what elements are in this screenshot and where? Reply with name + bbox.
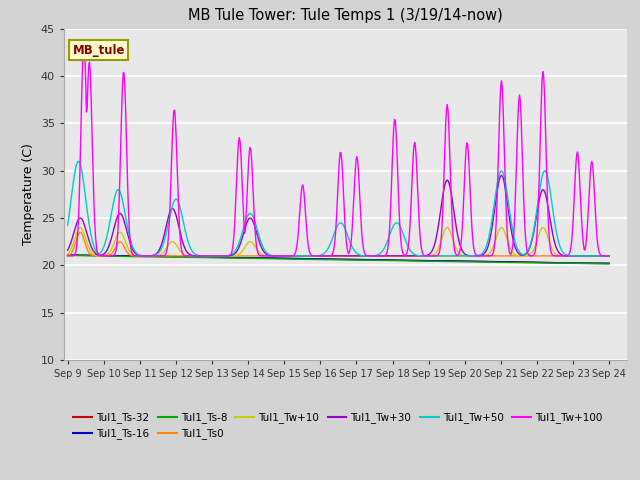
Y-axis label: Temperature (C): Temperature (C): [22, 144, 35, 245]
Text: MB_tule: MB_tule: [72, 44, 125, 57]
Legend: Tul1_Ts-32, Tul1_Ts-16, Tul1_Ts-8, Tul1_Ts0, Tul1_Tw+10, Tul1_Tw+30, Tul1_Tw+50,: Tul1_Ts-32, Tul1_Ts-16, Tul1_Ts-8, Tul1_…: [69, 408, 606, 444]
Title: MB Tule Tower: Tule Temps 1 (3/19/14-now): MB Tule Tower: Tule Temps 1 (3/19/14-now…: [188, 9, 503, 24]
